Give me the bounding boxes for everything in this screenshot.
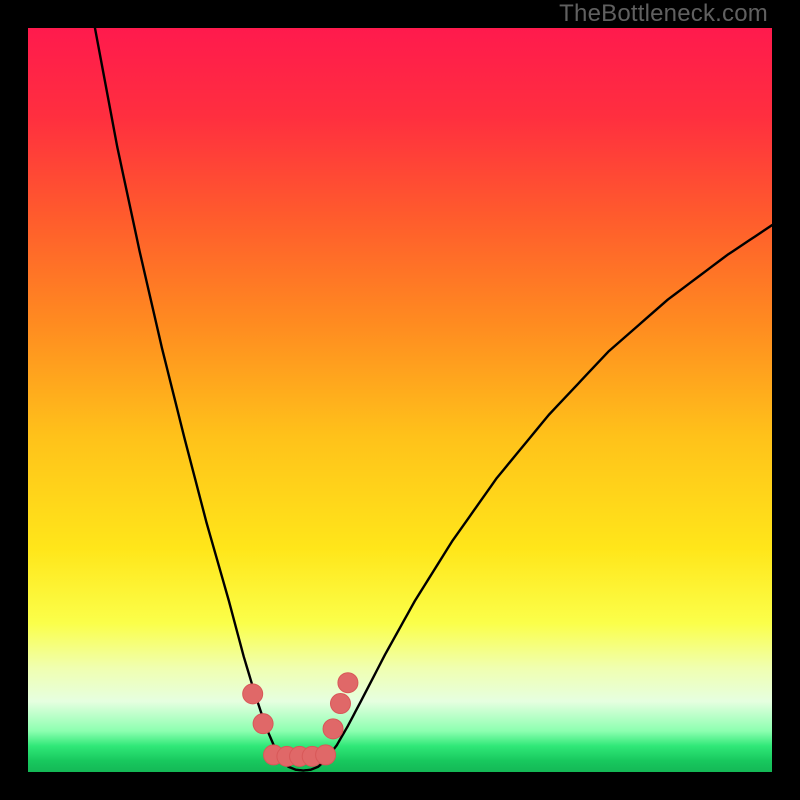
bottleneck-curve-chart <box>28 28 772 772</box>
marker-point <box>253 714 273 734</box>
marker-point <box>338 673 358 693</box>
marker-point <box>323 719 343 739</box>
marker-point <box>316 745 336 765</box>
chart-background <box>28 28 772 772</box>
marker-point <box>243 684 263 704</box>
watermark-text: TheBottleneck.com <box>559 0 768 28</box>
marker-point <box>330 694 350 714</box>
